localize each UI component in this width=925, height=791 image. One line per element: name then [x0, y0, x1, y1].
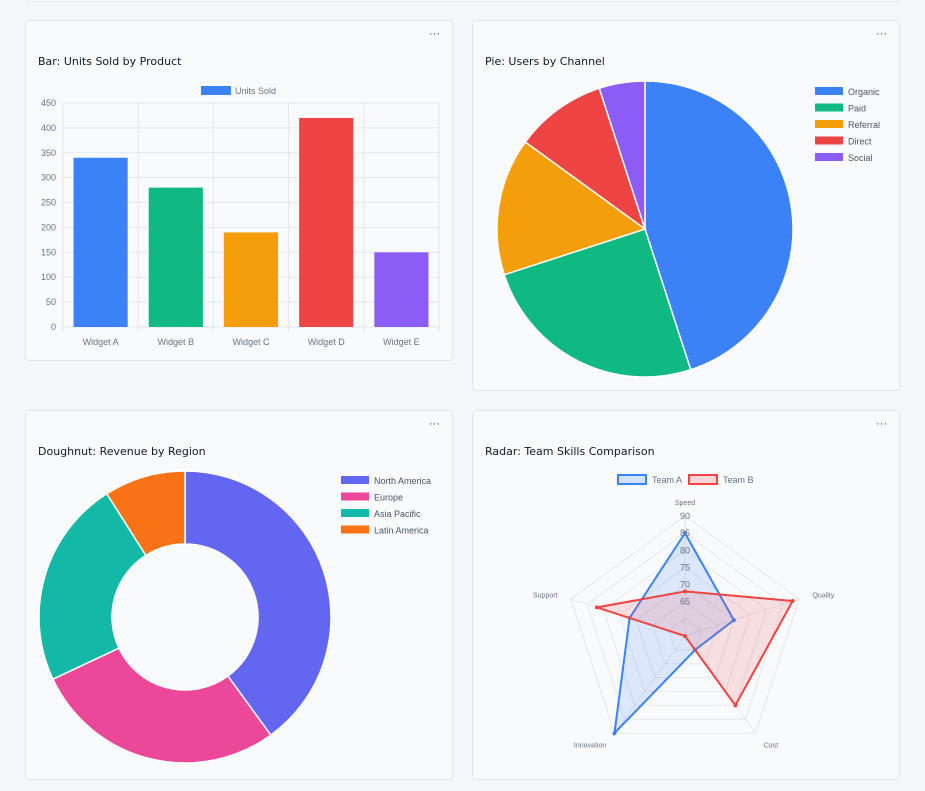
legend-label: Social	[848, 153, 873, 163]
pie-chart-card: ··· Pie: Users by Channel Organic Paid Ref…	[472, 20, 900, 391]
y-tick-label: 100	[41, 272, 56, 282]
radar-point	[612, 731, 617, 736]
legend-swatch	[341, 525, 369, 534]
radar-gridline	[635, 583, 735, 679]
y-tick-label: 150	[41, 247, 56, 257]
legend-label: North America	[374, 476, 431, 486]
slice-referral	[496, 140, 647, 276]
bar-widget-a	[73, 157, 128, 327]
radar-axis-label: Innovation	[574, 742, 606, 749]
y-tick-label: 400	[41, 123, 56, 133]
radar-axis-label: Cost	[764, 742, 778, 749]
card-title: Bar: Units Sold by Product	[38, 55, 182, 68]
top-panel-edge	[25, 0, 900, 2]
radar-point	[683, 589, 687, 594]
legend-label: Team B	[723, 475, 754, 485]
radar-gridline	[586, 532, 784, 720]
legend-swatch	[815, 153, 843, 161]
x-tick-label: Widget A	[83, 337, 119, 347]
x-tick-label: Widget E	[383, 337, 420, 347]
y-tick-label: 450	[41, 98, 56, 108]
y-tick-label: 200	[41, 222, 56, 232]
radar-gridline	[668, 618, 702, 651]
legend-swatch	[617, 474, 647, 485]
radar-tick-label: 70	[680, 580, 690, 590]
radar-spoke	[614, 635, 686, 734]
legend-label: Latin America	[374, 526, 429, 536]
y-tick-label: 300	[41, 173, 56, 183]
radar-point	[733, 703, 738, 708]
y-tick-label: 50	[46, 297, 56, 307]
slice-latin-america	[105, 470, 186, 557]
legend-label: Paid	[848, 104, 866, 114]
legend-label: Referral	[848, 120, 880, 130]
legend-label: Team A	[652, 475, 682, 485]
card-menu-button[interactable]: ···	[876, 28, 887, 40]
slice-paid	[503, 228, 692, 378]
radar-tick-label: 85	[680, 528, 690, 538]
legend-label: Europe	[374, 493, 403, 503]
legend-label: Units Sold	[235, 86, 276, 96]
card-menu-button[interactable]: ···	[429, 418, 440, 430]
radar-spoke	[684, 598, 800, 637]
card-menu-button[interactable]: ···	[429, 28, 440, 40]
slice-north-america	[184, 470, 332, 737]
legend-swatch	[201, 86, 231, 95]
legend-swatch	[815, 136, 843, 145]
radar-tick-label: 90	[680, 511, 690, 521]
bar-widget-b	[148, 187, 203, 327]
legend-label: Direct	[848, 137, 872, 147]
card-title: Doughnut: Revenue by Region	[38, 445, 206, 458]
x-tick-label: Widget D	[308, 337, 346, 347]
radar-axis-label: Speed	[675, 500, 695, 507]
legend-label: Organic	[848, 87, 880, 97]
slice-asia-pacific	[38, 492, 147, 681]
radar-tick-label: 65	[680, 597, 690, 607]
slice-europe	[51, 647, 272, 764]
radar-chart: Speed Quality Cost Innovation Support 65 70 75 8…	[533, 474, 835, 749]
legend-label: Asia Pacific	[374, 509, 421, 519]
legend-swatch	[341, 492, 369, 501]
radar-gridline	[619, 566, 751, 692]
legend-swatch	[341, 509, 369, 517]
y-tick-label: 250	[41, 198, 56, 208]
y-tick-label: 350	[41, 148, 56, 158]
bar-chart: 0 50 100 150 200 250 300 350 400 450 Widget A Widge…	[41, 86, 440, 347]
bar-chart-card: ··· Bar: Units Sold by Product 0 50 100 150…	[25, 20, 453, 361]
radar-point	[683, 634, 687, 638]
radar-point	[731, 618, 736, 623]
doughnut-chart: North America Europe Asia Pacific Latin Ame…	[38, 470, 431, 764]
slice-social	[598, 80, 646, 230]
card-title: Pie: Users by Channel	[485, 55, 605, 68]
radar-point	[683, 531, 687, 536]
doughnut-chart-card: ··· Doughnut: Revenue by Region North Am…	[25, 410, 453, 780]
radar-series-team-b	[596, 590, 795, 708]
bar-widget-e	[374, 252, 429, 327]
slice-organic	[644, 80, 794, 371]
radar-point	[790, 599, 795, 604]
radar-axis-label: Quality	[812, 593, 834, 600]
bar-widget-d	[299, 117, 354, 328]
card-menu-button[interactable]: ···	[876, 418, 887, 430]
legend-swatch	[815, 120, 843, 128]
radar-tick-label: 80	[680, 545, 690, 555]
x-tick-label: Widget C	[232, 337, 270, 347]
bar-widget-c	[223, 232, 279, 327]
radar-gridline	[570, 515, 800, 734]
pie-chart: Organic Paid Referral Direct Social	[496, 80, 880, 378]
legend-swatch	[815, 103, 843, 112]
legend-swatch	[688, 474, 718, 485]
radar-gridline	[602, 549, 768, 706]
radar-point	[594, 605, 599, 610]
card-title: Radar: Team Skills Comparison	[485, 445, 655, 458]
radar-axis-label: Support	[533, 593, 558, 600]
y-tick-label: 0	[51, 322, 56, 332]
radar-gridline	[651, 601, 719, 665]
radar-chart-card: ··· Radar: Team Skills Comparison Speed Q…	[472, 410, 900, 780]
x-tick-label: Widget B	[158, 337, 195, 347]
legend-swatch	[341, 476, 369, 484]
legend-swatch	[815, 87, 843, 95]
slice-direct	[524, 87, 647, 231]
radar-tick-label: 75	[680, 562, 690, 572]
